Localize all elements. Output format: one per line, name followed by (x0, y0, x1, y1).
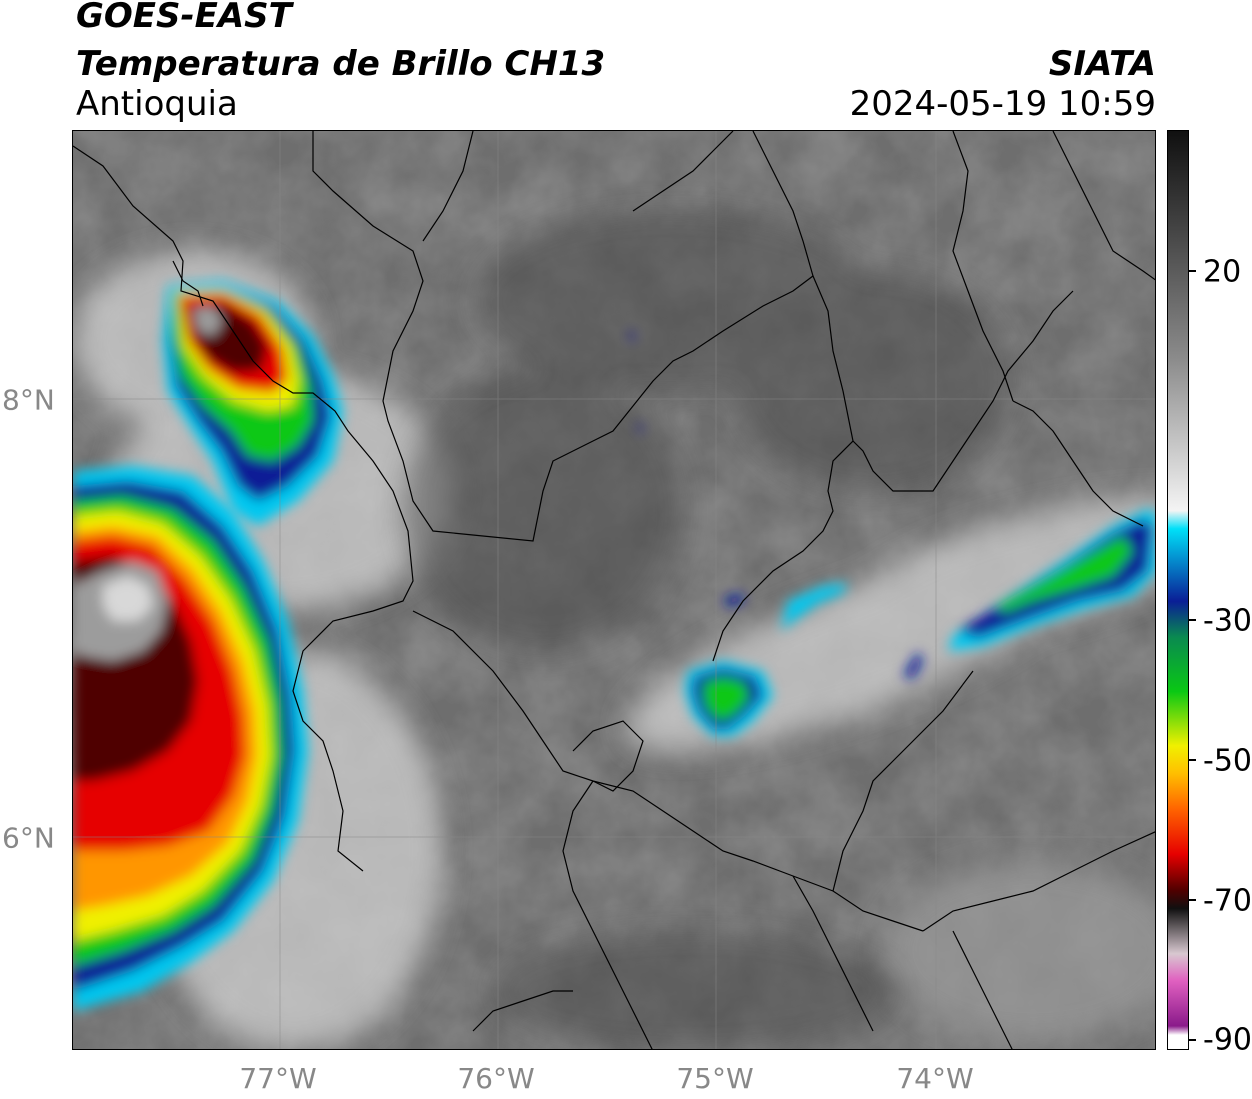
colorbar-tick-minus70 (1189, 899, 1196, 901)
colorbar-gradient (1168, 131, 1188, 1049)
lon-label-77w: 77°W (239, 1062, 317, 1095)
product-title: Temperatura de Brillo CH13 (76, 44, 606, 84)
storm-west (73, 466, 308, 1011)
graticule (73, 131, 1155, 1049)
lat-label-6n: 6°N (2, 821, 55, 855)
storm-east (903, 509, 1155, 679)
storm-north (163, 281, 343, 526)
lon-label-75w: 75°W (676, 1062, 754, 1095)
colorbar-label-minus30: -30 (1203, 603, 1252, 639)
storm-central (629, 329, 848, 736)
colorbar (1167, 130, 1189, 1050)
satellite-map (72, 130, 1156, 1050)
lat-label-8n: 8°N (2, 383, 55, 417)
lon-label-74w: 74°W (896, 1062, 974, 1095)
lon-label-76w: 76°W (457, 1062, 535, 1095)
colorbar-label-minus50: -50 (1203, 743, 1252, 779)
colorbar-tick-minus30 (1189, 619, 1196, 621)
region-label: Antioquia (76, 84, 238, 124)
satellite-title: GOES-EAST (76, 0, 292, 36)
colorbar-label-minus90: -90 (1203, 1022, 1252, 1058)
colorbar-tick-minus90 (1189, 1039, 1196, 1041)
colorbar-tick-minus50 (1189, 759, 1196, 761)
darker-regions (403, 211, 1013, 1049)
organization-label: SIATA (1048, 44, 1156, 84)
colorbar-label-minus70: -70 (1203, 883, 1252, 919)
colorbar-tick-20 (1189, 270, 1196, 272)
boundaries (73, 131, 1155, 1049)
datetime-label: 2024-05-19 10:59 (849, 84, 1156, 124)
colorbar-label-20: 20 (1203, 254, 1242, 290)
map-canvas (73, 131, 1155, 1049)
